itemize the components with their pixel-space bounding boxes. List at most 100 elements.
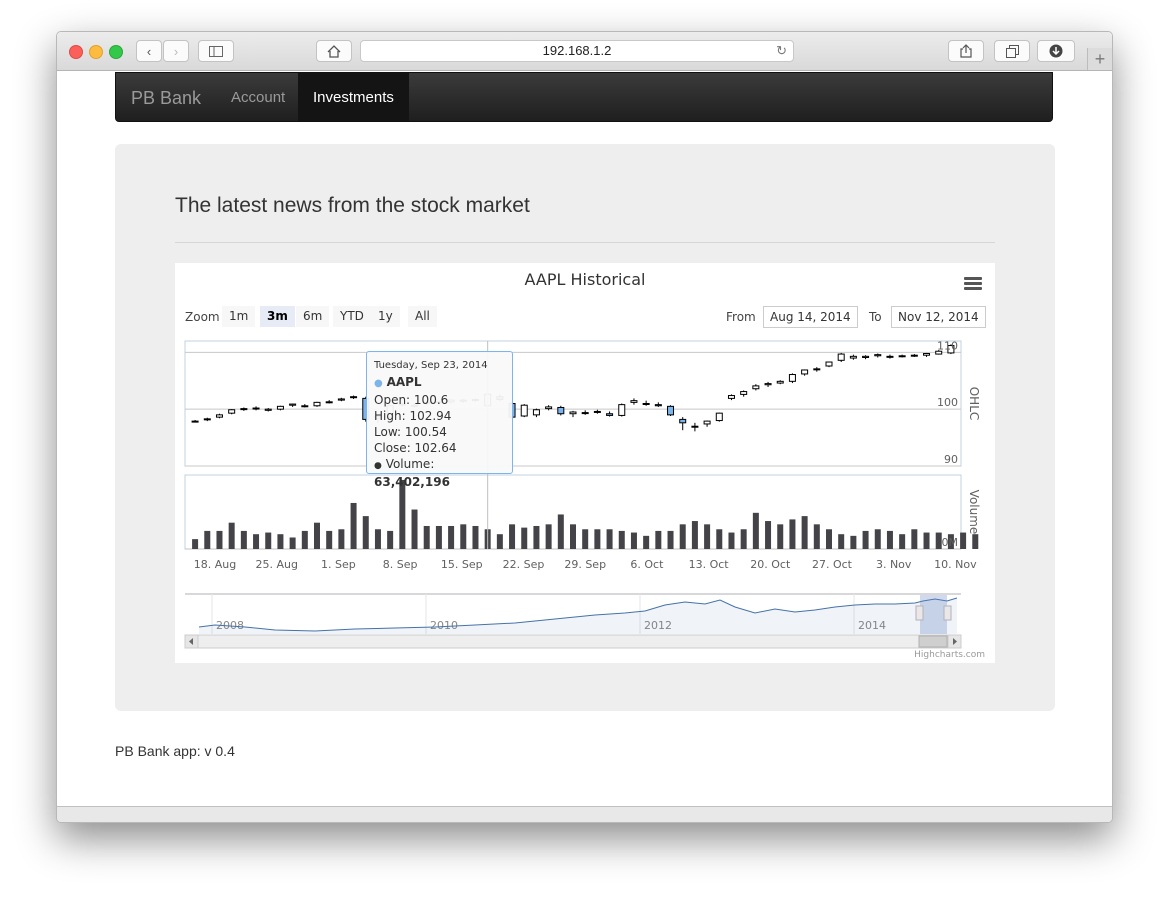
candle-body [727,395,735,399]
volume-bar [192,539,199,549]
tooltip-high: 102.94 [409,409,452,423]
chart-tooltip: Tuesday, Sep 23, 2014 ● AAPL Open: 100.6… [366,351,513,489]
volume-bar [423,525,430,549]
from-date-input[interactable]: Aug 14, 2014 [763,306,858,328]
chart-menu-icon[interactable] [964,277,982,291]
navigator-year-label: 2014 [858,619,886,632]
volume-bar [972,534,979,549]
x-tick-label: 25. Aug [255,558,297,571]
chart-title: AAPL Historical [524,270,646,289]
volume-bar [448,525,455,549]
volume-bar [752,512,759,549]
scroll-right-icon [953,638,957,645]
zoom-window-button[interactable] [109,45,123,59]
candle-body [252,407,260,410]
candle-body [618,404,626,416]
forward-button[interactable]: › [163,40,189,62]
volume-bar [557,514,564,549]
volume-bar [606,529,613,549]
candle-body [752,385,760,390]
navigator-area [199,598,957,634]
navigator-year-label: 2010 [430,619,458,632]
navigator-selected-range [920,595,947,634]
volume-bar [594,529,601,549]
candle-body [606,413,614,416]
chart-plot-area[interactable]: 90 100 110 OHLC Volume 0M 18. Aug 25. Aug 1. Se… [175,263,995,663]
home-button[interactable] [316,40,352,62]
ohlc-tick-label: 110 [937,339,958,352]
nav-account[interactable]: Account [231,89,286,106]
volume-bar [765,521,772,549]
x-tick-label: 6. Oct [630,558,664,571]
volume-bar [350,502,357,549]
scrollbar-thumb [918,635,948,648]
to-date-input[interactable]: Nov 12, 2014 [891,306,986,328]
tooltip-close-label: Close: [374,441,415,455]
share-button[interactable] [948,40,984,62]
x-tick-label: 22. Sep [503,558,545,571]
zoom-all-button[interactable]: All [408,306,437,327]
candle-body [350,396,358,399]
volume-bar [911,529,918,549]
tooltip-series: AAPL [386,375,422,389]
page-headline: The latest news from the stock market [175,194,530,217]
x-tick-label: 8. Sep [383,558,418,571]
reload-icon[interactable]: ↻ [776,43,787,58]
zoom-3m-button[interactable]: 3m [260,306,295,327]
new-tab-button[interactable]: + [1087,48,1112,70]
zoom-1y-button[interactable]: 1y [371,306,400,327]
zoom-6m-button[interactable]: 6m [296,306,330,327]
download-icon [1049,44,1063,58]
nav-investments[interactable]: Investments [298,73,409,121]
candle-body [923,353,931,356]
zoom-1m-button[interactable]: 1m [222,306,256,327]
volume-bar [411,509,418,549]
candle-body [264,408,272,411]
volume-bar [521,527,528,549]
volume-bar [618,530,625,549]
downloads-button[interactable] [1037,40,1075,62]
chevron-right-icon: › [173,43,179,59]
candle-body [874,354,882,357]
minimize-window-button[interactable] [89,45,103,59]
volume-bar [789,519,796,549]
candle-body [947,345,955,354]
volume-bar [216,530,223,549]
navigator-year-label: 2012 [644,619,672,632]
brand-link[interactable]: PB Bank [131,88,202,108]
candle-body [215,414,223,418]
tooltip-volume: 63,402,196 [374,475,450,489]
volume-bar [289,537,296,549]
volume-bar [265,532,272,549]
tooltip-low: 100.54 [404,425,447,439]
tabs-overview-button[interactable] [994,40,1030,62]
volume-bar [362,516,369,549]
volume-bar [472,525,479,549]
back-button[interactable]: ‹ [136,40,162,62]
volume-bar [643,535,650,549]
volume-bar [460,524,467,549]
close-window-button[interactable] [69,45,83,59]
candle-body [325,401,333,404]
volume-bar [338,529,345,549]
candle-body [191,420,199,423]
volume-bar [533,525,540,549]
ohlc-tick-label: 90 [944,453,958,466]
sidebar-button[interactable] [198,40,234,62]
highcharts-credits[interactable]: Highcharts.com [914,650,985,660]
tooltip-close: 102.64 [414,441,457,455]
navigator-left-handle [915,605,924,621]
x-tick-label: 10. Nov [934,558,977,571]
tooltip-volume-label: Volume: [385,457,435,471]
share-icon [960,44,972,58]
zoom-ytd-button[interactable]: YTD [333,306,371,327]
to-label: To [869,310,882,324]
volume-bar [826,529,832,549]
candle-body [532,409,540,416]
volume-bar [374,529,381,549]
volume-bar [728,532,735,549]
address-bar[interactable]: 192.168.1.2 ↻ [360,40,794,62]
browser-titlebar: ‹ › 192.168.1.2 ↻ + [57,32,1112,71]
tooltip-high-label: High: [374,409,410,423]
volume-bar [582,529,589,549]
